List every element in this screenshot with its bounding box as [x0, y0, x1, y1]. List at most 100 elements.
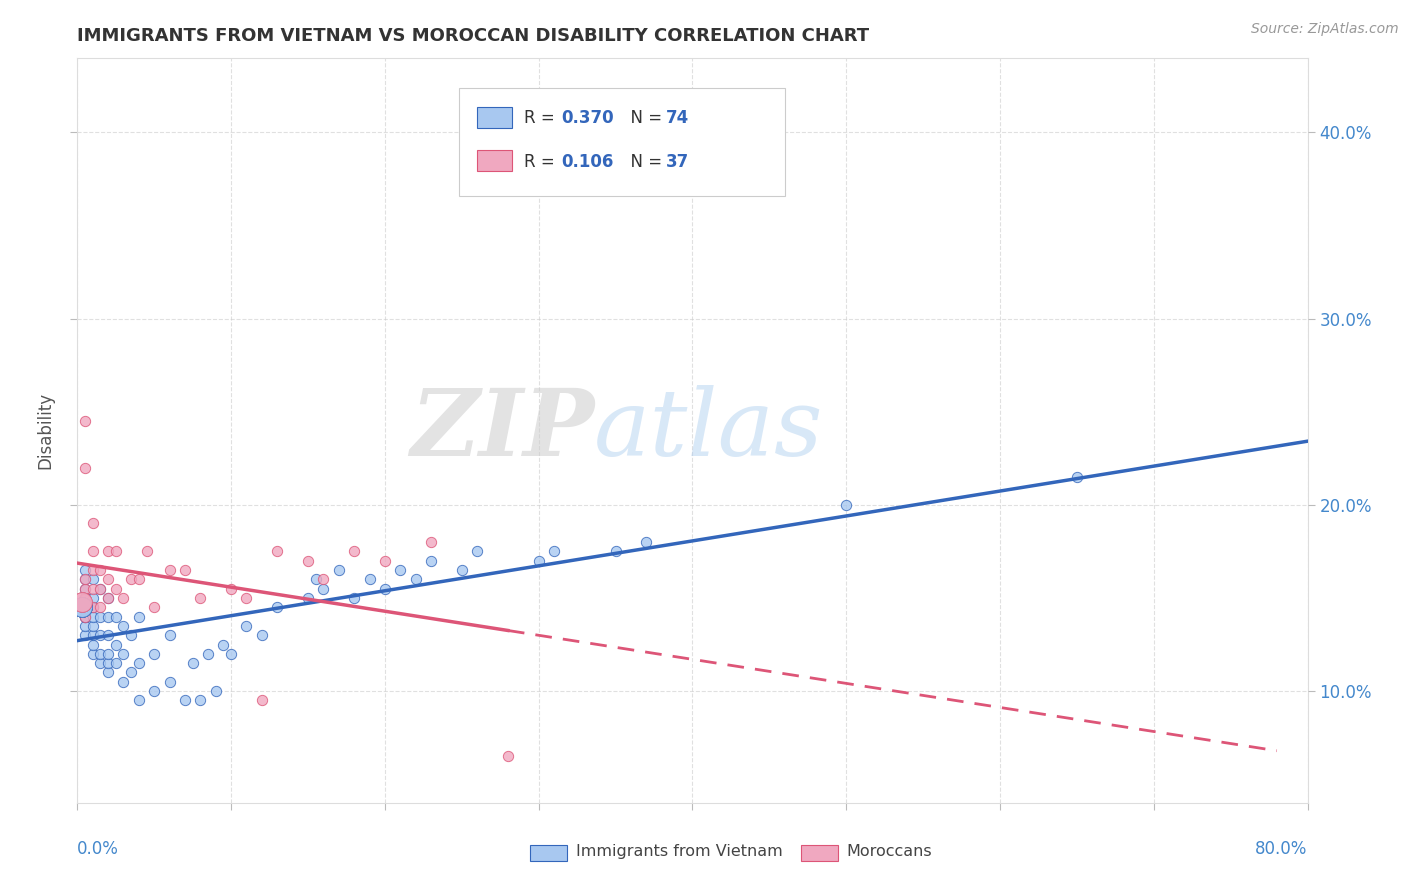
Point [70, 600, 93, 615]
Point [70, 600, 93, 615]
Point [204, 684, 226, 698]
Point [89, 582, 111, 596]
Point [450, 563, 472, 577]
Point [70, 595, 93, 609]
Text: Source: ZipAtlas.com: Source: ZipAtlas.com [1251, 22, 1399, 37]
Point [82, 582, 104, 596]
Point [212, 638, 235, 652]
Point [128, 609, 150, 624]
Text: ZIP: ZIP [409, 385, 595, 475]
Point [97, 665, 120, 680]
Point [135, 544, 157, 558]
Text: 80.0%: 80.0% [1256, 840, 1308, 858]
Point [1066, 470, 1088, 484]
Point [250, 693, 273, 707]
Point [73, 573, 96, 587]
Point [82, 638, 104, 652]
Point [73, 591, 96, 605]
Point [527, 554, 550, 568]
Point [159, 563, 181, 577]
Point [73, 591, 96, 605]
Point [70, 600, 93, 615]
Point [104, 656, 127, 670]
Point [70, 595, 93, 609]
Point [70, 600, 93, 615]
Point [89, 647, 111, 661]
Point [70, 600, 93, 615]
Point [82, 516, 104, 531]
Point [97, 609, 120, 624]
Point [70, 595, 93, 609]
Point [82, 600, 104, 615]
Point [143, 647, 166, 661]
Point [89, 563, 111, 577]
Point [104, 638, 127, 652]
Y-axis label: Disability: Disability [37, 392, 55, 469]
Point [235, 591, 257, 605]
Text: N =: N = [620, 153, 668, 170]
Point [73, 628, 96, 642]
Point [70, 600, 93, 615]
Point [250, 628, 273, 642]
Point [82, 600, 104, 615]
Point [97, 591, 120, 605]
Point [70, 600, 93, 615]
Point [636, 535, 658, 549]
Point [297, 591, 319, 605]
Point [73, 414, 96, 428]
Point [181, 656, 204, 670]
FancyBboxPatch shape [530, 845, 567, 861]
Point [73, 609, 96, 624]
Point [374, 554, 396, 568]
Point [89, 600, 111, 615]
Text: 0.370: 0.370 [561, 110, 613, 128]
Point [188, 693, 212, 707]
Point [405, 573, 427, 587]
Point [835, 498, 858, 512]
Point [328, 563, 350, 577]
Point [174, 563, 197, 577]
Point [420, 535, 443, 549]
Point [219, 582, 242, 596]
Point [128, 573, 150, 587]
Text: R =: R = [524, 110, 560, 128]
FancyBboxPatch shape [477, 107, 512, 128]
Point [70, 600, 93, 615]
Point [73, 609, 96, 624]
Point [73, 591, 96, 605]
Point [420, 554, 443, 568]
FancyBboxPatch shape [477, 151, 512, 171]
Point [97, 591, 120, 605]
Point [104, 582, 127, 596]
Text: Immigrants from Vietnam: Immigrants from Vietnam [575, 845, 782, 860]
Point [70, 595, 93, 609]
Point [70, 600, 93, 615]
Point [104, 609, 127, 624]
Point [73, 600, 96, 615]
Point [82, 609, 104, 624]
Point [266, 600, 288, 615]
Point [82, 573, 104, 587]
Point [97, 544, 120, 558]
Point [188, 591, 212, 605]
Point [70, 600, 93, 615]
Point [359, 573, 381, 587]
Point [73, 619, 96, 633]
Point [89, 656, 111, 670]
Point [312, 573, 335, 587]
Text: 0.106: 0.106 [561, 153, 613, 170]
Point [128, 693, 150, 707]
Point [73, 600, 96, 615]
Point [143, 600, 166, 615]
Point [82, 591, 104, 605]
Point [73, 573, 96, 587]
Text: 0.0%: 0.0% [77, 840, 120, 858]
Point [266, 544, 288, 558]
Point [82, 628, 104, 642]
Point [159, 674, 181, 689]
FancyBboxPatch shape [458, 87, 785, 195]
Point [143, 684, 166, 698]
Point [297, 554, 319, 568]
Point [174, 693, 197, 707]
Point [343, 591, 366, 605]
